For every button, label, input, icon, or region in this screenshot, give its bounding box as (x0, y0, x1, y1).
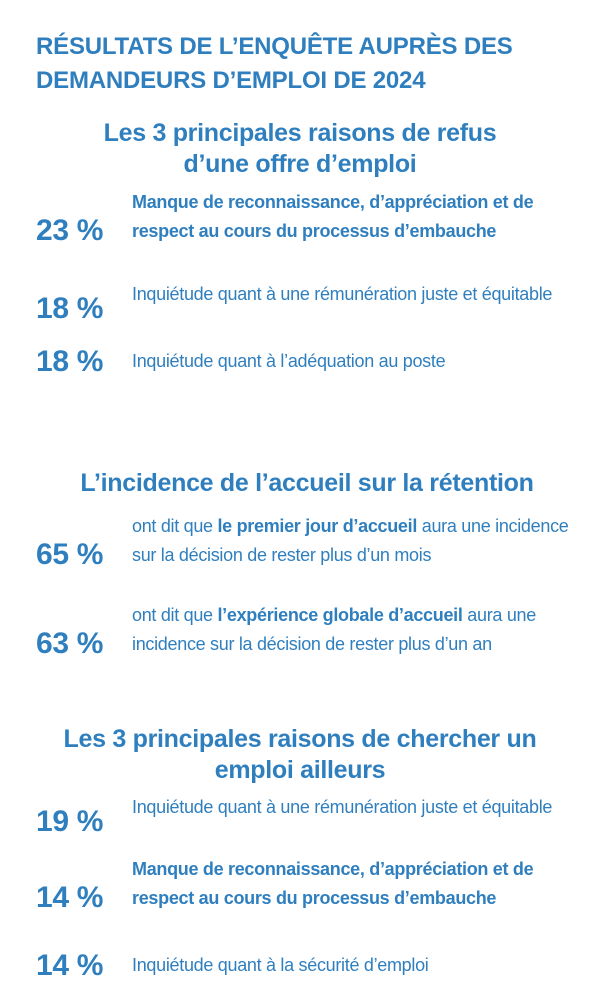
stat-text-after: aura une incidence sur la décision de re… (132, 605, 536, 654)
stat-text-highlight: le premier jour d’accueil (217, 516, 418, 536)
stat-description: Inquiétude quant à une rémunération just… (132, 797, 553, 817)
stat-text-before: ont dit que (132, 516, 218, 536)
stat-description: Manque de reconnaissance, d’appréciation… (132, 192, 534, 241)
stat-description: Inquiétude quant à la sécurité d’emploi (132, 955, 429, 975)
stat-description: Inquiétude quant à une rémunération just… (132, 284, 553, 304)
stat-item: 19 % Inquiétude quant à une rémunération… (36, 793, 576, 850)
page-title: RÉSULTATS DE L’ENQUÊTE AUPRÈS DES DEMAND… (36, 33, 513, 94)
stat-item: 18 % Inquiétude quant à l’adéquation au … (36, 344, 576, 378)
stat-item: 18 % Inquiétude quant à une rémunération… (36, 280, 576, 337)
stat-description: Inquiétude quant à l’adéquation au poste (132, 351, 446, 371)
stat-description: ont dit que le premier jour d’accueil au… (132, 512, 572, 569)
stat-item: 63 % ont dit que l’expérience globale d’… (36, 601, 576, 687)
section-title-job-search-reasons: Les 3 principales raisons de chercher un… (63, 725, 537, 784)
stat-description: ont dit que l’expérience globale d’accue… (132, 601, 572, 658)
stat-percent: 63 % (36, 627, 104, 660)
stat-percent: 65 % (36, 538, 104, 571)
stat-percent: 18 % (36, 344, 104, 378)
section-title-onboarding-retention: L’incidence de l’accueil sur la rétentio… (80, 469, 534, 497)
stat-item: 14 % Inquiétude quant à la sécurité d’em… (36, 948, 576, 982)
stat-percent: 19 % (36, 804, 104, 838)
section-title-refusal-reasons: Les 3 principales raisons de refus d’une… (103, 119, 497, 178)
stat-percent: 23 % (36, 214, 104, 247)
stat-item: 65 % ont dit que le premier jour d’accue… (36, 512, 576, 598)
stat-description: Manque de reconnaissance, d’appréciation… (132, 859, 534, 908)
stat-text-after: aura une incidence sur la décision de re… (132, 516, 569, 565)
stat-item: 23 % Manque de reconnaissance, d’appréci… (36, 188, 576, 274)
stat-text-before: ont dit que (132, 605, 218, 625)
stat-percent: 14 % (36, 881, 104, 914)
stat-percent: 18 % (36, 291, 104, 325)
stat-text-highlight: l’expérience globale d’accueil (217, 605, 463, 625)
stat-percent: 14 % (36, 948, 104, 982)
stat-item: 14 % Manque de reconnaissance, d’appréci… (36, 855, 576, 941)
